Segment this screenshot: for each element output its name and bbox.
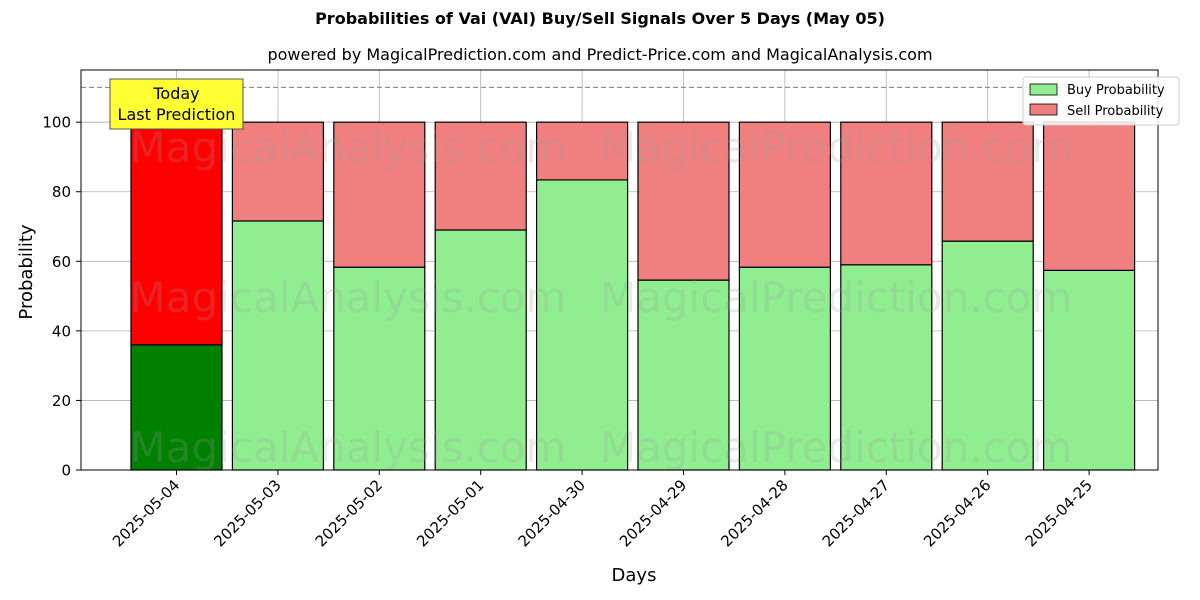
bar-buy	[738, 266, 832, 471]
bar-buy	[231, 220, 324, 471]
watermark-text: MagicalPrediction.com	[600, 123, 1073, 172]
bar-sell	[840, 121, 933, 266]
bars-group	[130, 121, 1136, 471]
x-tick-label: 2025-04-25	[1022, 476, 1096, 550]
bar-sell	[738, 121, 832, 268]
bar-sell	[1042, 121, 1136, 271]
y-tick-label: 20	[52, 392, 71, 410]
annotation-line-2: Last Prediction	[118, 105, 236, 124]
bar-buy	[637, 279, 730, 471]
bar-buy	[535, 179, 629, 471]
x-tick-label: 2025-05-04	[109, 476, 183, 550]
watermark-text: MagicalPrediction.com	[600, 423, 1073, 472]
bar-buy	[941, 240, 1034, 471]
legend-box	[1022, 76, 1180, 126]
watermark-text: MagicalPrediction.com	[600, 273, 1073, 322]
x-axis-label: Days	[612, 565, 657, 586]
bar-buy	[1042, 269, 1136, 471]
bar-buy	[333, 266, 426, 471]
y-tick-label: 100	[42, 114, 71, 132]
x-tick-label: 2025-04-29	[616, 476, 690, 550]
y-tick-label: 60	[52, 253, 71, 271]
legend-buy-label: Buy Probability	[1067, 83, 1165, 98]
annotation-box	[109, 78, 244, 130]
today-annotation: Today Last Prediction	[109, 78, 244, 130]
x-tick-label: 2025-05-01	[413, 476, 487, 550]
legend-sell-swatch	[1029, 103, 1058, 116]
watermark-text: MagicalAnalysis.com	[130, 273, 567, 322]
watermarks: MagicalAnalysis.com MagicalPrediction.com…	[130, 123, 1073, 472]
annotation-line-1: Today	[152, 84, 199, 103]
bar-sell	[535, 121, 629, 181]
bar-sell	[231, 121, 324, 222]
y-axis-label: Probability	[16, 224, 37, 319]
x-tick-label: 2025-04-26	[920, 476, 994, 550]
bar-buy	[130, 344, 223, 471]
legend-sell-label: Sell Probability	[1067, 104, 1164, 119]
legend-buy-swatch	[1029, 83, 1058, 96]
x-tick-label: 2025-04-28	[717, 476, 791, 550]
bar-sell	[637, 121, 730, 281]
bar-sell	[941, 121, 1034, 242]
x-tick-label: 2025-05-03	[210, 476, 284, 550]
chart-subtitle: powered by MagicalPrediction.com and Pre…	[267, 45, 933, 64]
bar-buy	[434, 229, 527, 471]
y-axis-ticks: 0 20 40 60 80 100	[42, 114, 81, 480]
x-axis-ticks: 2025-05-04 2025-05-03 2025-05-02 2025-05-01…	[109, 470, 1096, 550]
y-tick-label: 80	[52, 183, 71, 201]
x-tick-label: 2025-04-30	[515, 476, 589, 550]
bar-sell	[333, 121, 426, 268]
bar-buy	[840, 264, 933, 471]
y-tick-label: 40	[52, 322, 71, 340]
chart-title: Probabilities of Vai (VAI) Buy/Sell Sign…	[315, 9, 885, 28]
legend: Buy Probability Sell Probability	[1022, 76, 1180, 126]
y-tick-label: 0	[61, 462, 71, 480]
plot-frame	[80, 69, 1159, 471]
watermark-text: MagicalAnalysis.com	[130, 423, 567, 472]
x-tick-label: 2025-04-27	[819, 476, 893, 550]
bar-sell	[434, 121, 527, 231]
bar-sell	[130, 121, 223, 346]
watermark-text: MagicalAnalysis.com	[130, 123, 567, 172]
x-tick-label: 2025-05-02	[312, 476, 386, 550]
